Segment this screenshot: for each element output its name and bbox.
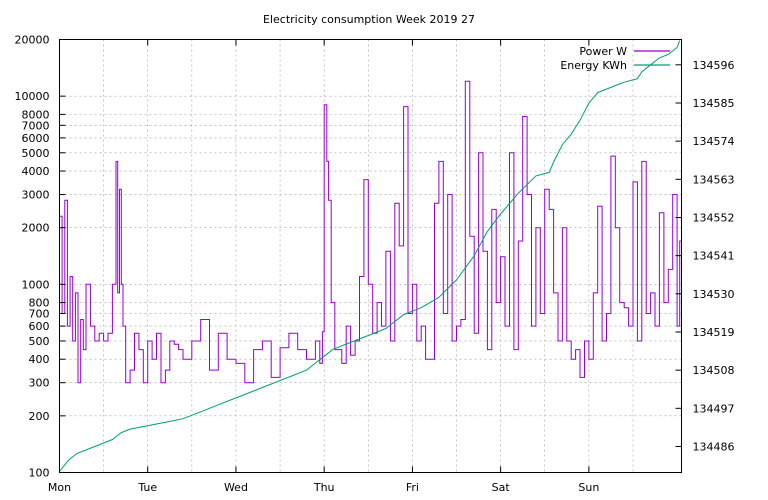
- y-right-tick-label: 134596: [693, 59, 735, 72]
- y-left-tick-label: 5000: [22, 147, 50, 160]
- axes: Mon Tue Wed Thu Fri Sat Sun1002003004005006007…: [15, 34, 735, 495]
- y-left-tick-label: 1000: [22, 278, 50, 291]
- y-left-tick-label: 200: [29, 410, 50, 423]
- y-right-tick-label: 134497: [693, 402, 735, 415]
- y-left-tick-label: 7000: [22, 119, 50, 132]
- y-right-tick-label: 134563: [693, 173, 735, 186]
- y-left-tick-label: 600: [29, 320, 50, 333]
- y-right-tick-label: 134541: [693, 250, 735, 263]
- chart-title: Electricity consumption Week 2019 27: [263, 13, 475, 26]
- x-tick-label: Fri: [406, 481, 419, 494]
- y-left-tick-label: 3000: [22, 189, 50, 202]
- y-left-tick-label: 500: [29, 335, 50, 348]
- y-right-tick-label: 134508: [693, 364, 735, 377]
- y-left-tick-label: 20000: [15, 34, 50, 47]
- legend: Power W Energy KWh: [560, 45, 670, 72]
- energy-series-line: [59, 40, 681, 472]
- x-tick-label: Tue: [137, 481, 157, 494]
- y-left-tick-label: 100: [29, 467, 50, 480]
- y-right-tick-label: 134519: [693, 326, 735, 339]
- y-right-tick-label: 134486: [693, 440, 735, 453]
- y-left-tick-label: 300: [29, 377, 50, 390]
- y-left-tick-label: 6000: [22, 132, 50, 145]
- x-tick-label: Sun: [578, 481, 599, 494]
- y-left-tick-label: 10000: [15, 90, 50, 103]
- x-tick-label: Thu: [313, 481, 335, 494]
- y-left-tick-label: 4000: [22, 165, 50, 178]
- y-left-tick-label: 800: [29, 297, 50, 310]
- y-right-tick-label: 134552: [693, 211, 735, 224]
- legend-label-energy: Energy KWh: [560, 59, 627, 72]
- series-layer: [59, 40, 682, 472]
- legend-label-power: Power W: [579, 45, 627, 58]
- y-left-tick-label: 400: [29, 353, 50, 366]
- y-left-tick-label: 700: [29, 307, 50, 320]
- power-series-line: [59, 80, 682, 384]
- y-right-tick-label: 134574: [693, 135, 735, 148]
- x-tick-label: Wed: [224, 481, 248, 494]
- x-tick-label: Mon: [48, 481, 71, 494]
- y-right-tick-label: 134585: [693, 97, 735, 110]
- y-right-tick-label: 134530: [693, 288, 735, 301]
- y-left-tick-label: 2000: [22, 222, 50, 235]
- x-tick-label: Sat: [492, 481, 511, 494]
- y-left-tick-label: 8000: [22, 108, 50, 121]
